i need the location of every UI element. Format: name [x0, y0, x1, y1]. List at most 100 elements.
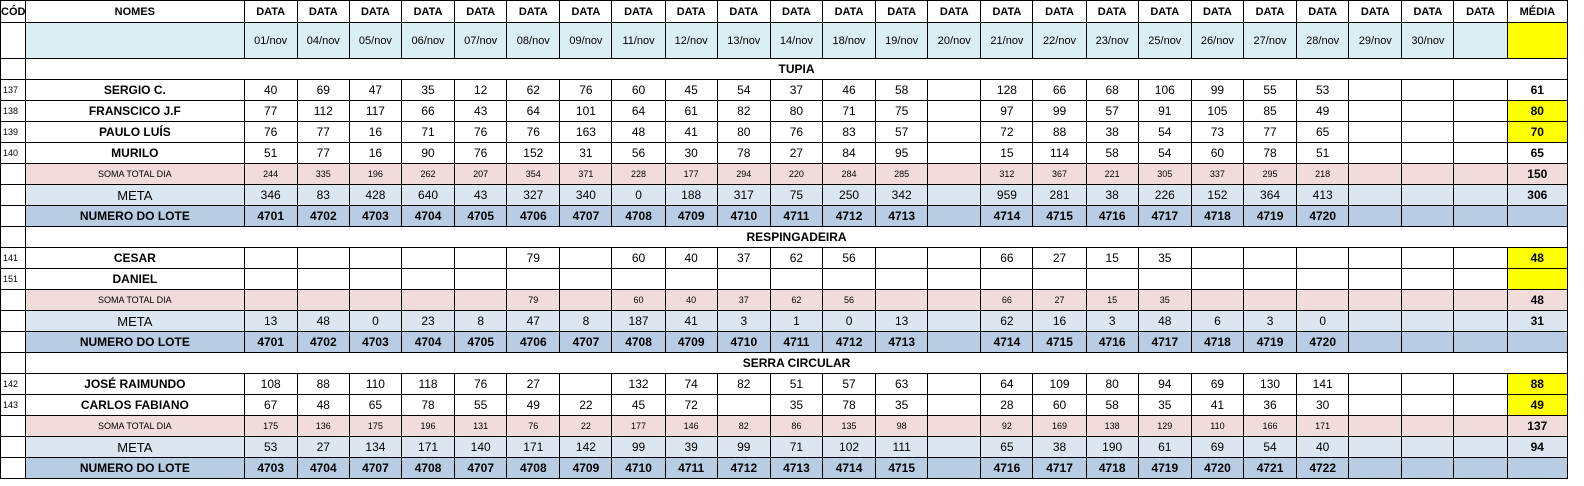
value-cell[interactable]: [1401, 142, 1455, 164]
value-cell[interactable]: 47: [506, 310, 561, 332]
value-cell[interactable]: 4709: [559, 457, 613, 479]
header-data[interactable]: DATA: [296, 0, 350, 23]
value-cell[interactable]: [400, 268, 456, 290]
media-cell[interactable]: 48: [1506, 247, 1569, 269]
value-cell[interactable]: 4704: [296, 457, 350, 479]
value-cell[interactable]: 4703: [243, 457, 298, 479]
value-cell[interactable]: 83: [821, 121, 877, 143]
value-cell[interactable]: 4718: [1190, 331, 1244, 353]
value-cell[interactable]: 48: [296, 310, 350, 332]
value-cell[interactable]: 48: [296, 394, 350, 416]
row-name[interactable]: NUMERO DO LOTE: [25, 205, 245, 227]
value-cell[interactable]: [875, 268, 929, 290]
value-cell[interactable]: 61: [664, 100, 718, 122]
header-data[interactable]: DATA: [664, 0, 718, 23]
date-cell[interactable]: 25/nov: [1137, 22, 1192, 59]
value-cell[interactable]: 146: [664, 415, 718, 437]
value-cell[interactable]: [1401, 205, 1455, 227]
section-title[interactable]: SERRA CIRCULAR: [25, 352, 1568, 374]
value-cell[interactable]: [559, 373, 613, 395]
value-cell[interactable]: [927, 184, 982, 206]
value-cell[interactable]: 4711: [664, 457, 718, 479]
value-cell[interactable]: [348, 247, 402, 269]
header-data[interactable]: DATA: [506, 0, 561, 23]
media-cell[interactable]: 70: [1506, 121, 1569, 143]
value-cell[interactable]: 16: [348, 142, 402, 164]
header-data[interactable]: DATA: [980, 0, 1034, 23]
header-media[interactable]: MÉDIA: [1506, 0, 1569, 23]
date-cell[interactable]: 08/nov: [506, 22, 561, 59]
media-cell[interactable]: 80: [1506, 100, 1569, 122]
row-cod[interactable]: [0, 205, 27, 227]
value-cell[interactable]: 86: [769, 415, 823, 437]
value-cell[interactable]: 135: [821, 415, 877, 437]
value-cell[interactable]: 56: [611, 142, 666, 164]
value-cell[interactable]: [611, 268, 666, 290]
value-cell[interactable]: [1348, 394, 1403, 416]
section-cod[interactable]: [0, 352, 27, 374]
value-cell[interactable]: 335: [296, 163, 350, 185]
value-cell[interactable]: 84: [821, 142, 877, 164]
value-cell[interactable]: 4703: [348, 205, 402, 227]
value-cell[interactable]: 45: [611, 394, 666, 416]
value-cell[interactable]: 4718: [1190, 205, 1244, 227]
value-cell[interactable]: [1348, 436, 1403, 458]
value-cell[interactable]: 78: [821, 394, 877, 416]
value-cell[interactable]: [1348, 121, 1403, 143]
value-cell[interactable]: 91: [1137, 100, 1192, 122]
value-cell[interactable]: 3: [1242, 310, 1298, 332]
section-cod[interactable]: [0, 226, 27, 248]
date-cell[interactable]: 23/nov: [1085, 22, 1139, 59]
value-cell[interactable]: [927, 142, 982, 164]
section-cod[interactable]: [0, 58, 27, 80]
value-cell[interactable]: [1190, 268, 1244, 290]
value-cell[interactable]: [348, 289, 402, 311]
value-cell[interactable]: 54: [716, 79, 771, 101]
value-cell[interactable]: [716, 394, 771, 416]
value-cell[interactable]: 65: [1296, 121, 1350, 143]
value-cell[interactable]: 53: [1296, 79, 1350, 101]
value-cell[interactable]: 69: [296, 79, 350, 101]
header-nomes[interactable]: NOMES: [25, 0, 245, 23]
value-cell[interactable]: 371: [559, 163, 613, 185]
value-cell[interactable]: 40: [664, 247, 718, 269]
value-cell[interactable]: 171: [1296, 415, 1350, 437]
row-name[interactable]: MURILO: [25, 142, 245, 164]
value-cell[interactable]: [1453, 121, 1508, 143]
row-name[interactable]: CARLOS FABIANO: [25, 394, 245, 416]
value-cell[interactable]: 15: [980, 142, 1034, 164]
value-cell[interactable]: [1401, 100, 1455, 122]
value-cell[interactable]: 4702: [296, 205, 350, 227]
value-cell[interactable]: [1401, 163, 1455, 185]
value-cell[interactable]: [1242, 289, 1298, 311]
value-cell[interactable]: 77: [243, 100, 298, 122]
value-cell[interactable]: 4719: [1242, 331, 1298, 353]
value-cell[interactable]: [769, 268, 823, 290]
value-cell[interactable]: 152: [1190, 184, 1244, 206]
value-cell[interactable]: 327: [506, 184, 561, 206]
row-cod[interactable]: [0, 436, 27, 458]
value-cell[interactable]: 4717: [1137, 205, 1192, 227]
value-cell[interactable]: 60: [611, 79, 666, 101]
value-cell[interactable]: [875, 289, 929, 311]
value-cell[interactable]: [927, 373, 982, 395]
value-cell[interactable]: 112: [296, 100, 350, 122]
value-cell[interactable]: [1348, 310, 1403, 332]
date-cell[interactable]: 27/nov: [1242, 22, 1298, 59]
header-data[interactable]: DATA: [875, 0, 929, 23]
value-cell[interactable]: 354: [506, 163, 561, 185]
value-cell[interactable]: 35: [1137, 394, 1192, 416]
value-cell[interactable]: [1453, 142, 1508, 164]
value-cell[interactable]: [980, 268, 1034, 290]
row-cod[interactable]: [0, 163, 27, 185]
value-cell[interactable]: 56: [821, 289, 877, 311]
value-cell[interactable]: 4702: [296, 331, 350, 353]
value-cell[interactable]: 62: [506, 79, 561, 101]
header-data[interactable]: DATA: [1137, 0, 1192, 23]
value-cell[interactable]: 46: [821, 79, 877, 101]
value-cell[interactable]: 340: [559, 184, 613, 206]
value-cell[interactable]: 35: [875, 394, 929, 416]
value-cell[interactable]: 4714: [821, 457, 877, 479]
value-cell[interactable]: 132: [611, 373, 666, 395]
value-cell[interactable]: 37: [769, 79, 823, 101]
